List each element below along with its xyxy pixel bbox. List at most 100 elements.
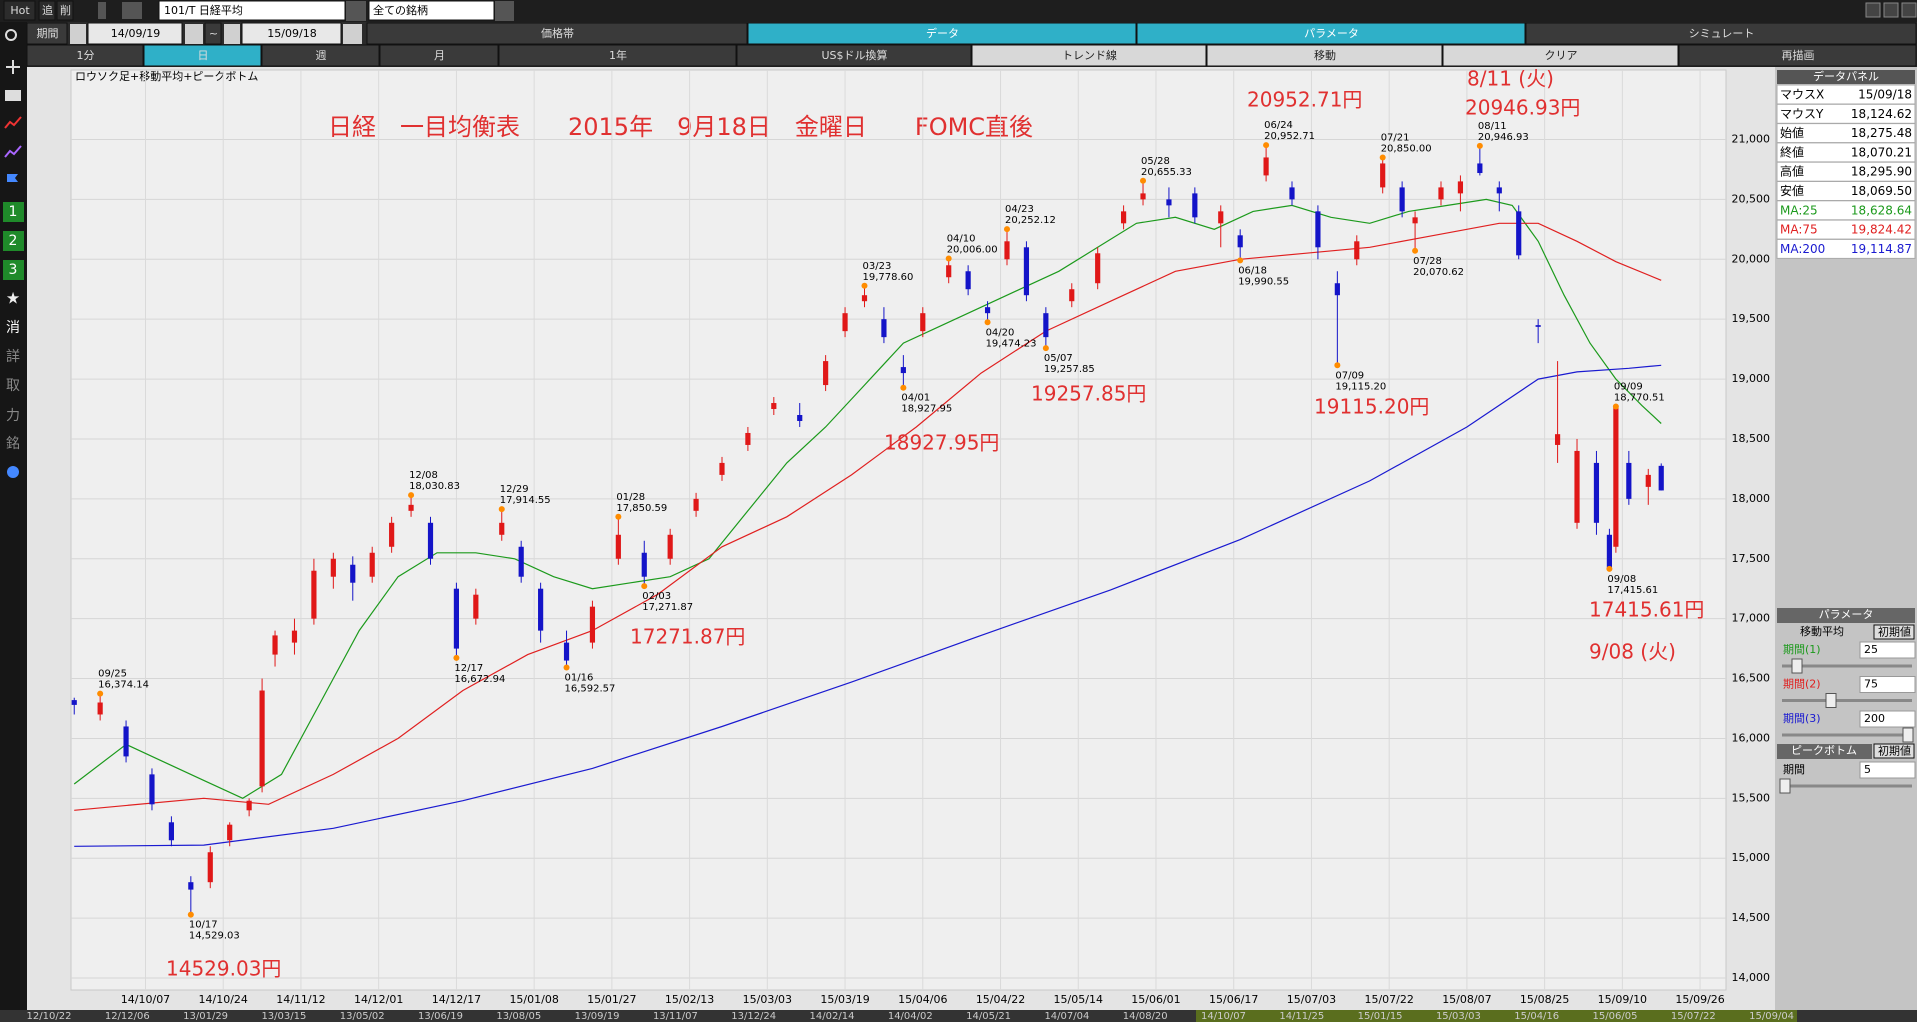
toolbar-button[interactable]: [971, 44, 1207, 67]
x-tick-label: 14/12/01: [354, 993, 403, 1006]
range-sep[interactable]: [204, 22, 222, 45]
period-input[interactable]: [1859, 710, 1916, 728]
close-button[interactable]: [1901, 2, 1917, 18]
toolbar-button[interactable]: [143, 44, 262, 67]
tab[interactable]: [366, 22, 748, 45]
candle-body: [1606, 534, 1612, 568]
toolbar-button-label: クリア: [1545, 49, 1578, 62]
chart-icon[interactable]: [4, 116, 22, 129]
nav-button[interactable]: [98, 2, 106, 19]
minimize-button[interactable]: [1865, 2, 1881, 18]
strip-date: 14/02/14: [810, 1011, 855, 1022]
tab-label: 価格帯: [541, 26, 574, 40]
side-button-label: 力: [6, 408, 20, 424]
toolbar-button[interactable]: [736, 44, 972, 67]
peak-date: 05/07: [1044, 353, 1073, 364]
peak-date: 04/01: [901, 393, 930, 404]
y-tick-label: 18,000: [1732, 492, 1771, 505]
side-button[interactable]: [3, 202, 24, 222]
toolbar-button[interactable]: [3, 0, 36, 21]
strip-date: 15/09/04: [1749, 1011, 1794, 1022]
date-to[interactable]: [241, 22, 342, 45]
candle-body: [881, 319, 887, 338]
slider-thumb[interactable]: [1779, 778, 1791, 794]
nav-button[interactable]: [224, 24, 240, 44]
strip-date: 13/09/19: [575, 1011, 620, 1022]
candle-body: [946, 265, 952, 278]
candle-body: [1516, 211, 1522, 256]
peak-value: 20,006.00: [947, 245, 998, 256]
candle-body: [1438, 187, 1444, 200]
peak-date: 03/23: [862, 261, 891, 272]
candle-body: [369, 552, 375, 577]
symbol-select[interactable]: [158, 0, 346, 21]
nav-button[interactable]: [343, 24, 362, 44]
settings-icon[interactable]: [7, 466, 19, 478]
dropdown-button[interactable]: [346, 1, 366, 21]
side-button[interactable]: [3, 260, 24, 280]
reset-button[interactable]: [1873, 624, 1915, 640]
toolbar-button[interactable]: [261, 44, 380, 67]
search-icon[interactable]: [5, 29, 17, 41]
side-button[interactable]: [3, 231, 24, 251]
candle-body: [615, 534, 621, 559]
peak-date: 09/08: [1607, 574, 1636, 585]
peak-title: ピークボトム: [1791, 744, 1857, 757]
dropdown-button[interactable]: [495, 1, 514, 21]
peak-marker: [1237, 257, 1244, 264]
flag-icon[interactable]: [7, 174, 18, 190]
toolbar-button[interactable]: [38, 0, 56, 21]
peak-value: 20,252.12: [1005, 215, 1056, 226]
peak-value: 20,655.33: [1141, 167, 1192, 178]
nav-button[interactable]: [122, 2, 142, 19]
peak-marker: [984, 319, 991, 326]
nav-button[interactable]: [185, 24, 203, 44]
period-input[interactable]: [1859, 641, 1916, 659]
annotation: 17271.87円: [630, 625, 745, 649]
candle-body: [499, 522, 505, 535]
candle-body: [227, 824, 233, 841]
add-icon[interactable]: [6, 60, 20, 74]
slider-thumb[interactable]: [1825, 693, 1837, 708]
toolbar-button[interactable]: [1442, 44, 1679, 67]
camera-icon[interactable]: [5, 90, 21, 101]
x-tick-label: 15/07/22: [1364, 993, 1413, 1006]
star-icon[interactable]: ★: [6, 289, 20, 308]
tab[interactable]: [747, 22, 1137, 45]
period-input[interactable]: [1859, 676, 1916, 693]
tab[interactable]: [1136, 22, 1526, 45]
annotation: 20952.71円: [1247, 88, 1362, 112]
toolbar-button[interactable]: [498, 44, 737, 67]
candle-body: [920, 313, 926, 332]
peak-value: 20,946.93: [1478, 132, 1529, 143]
universe-select[interactable]: [368, 0, 495, 21]
slider-thumb[interactable]: [1902, 727, 1914, 743]
toolbar-button[interactable]: [1206, 44, 1443, 67]
period-input[interactable]: [1859, 761, 1916, 779]
maximize-button[interactable]: [1883, 2, 1899, 18]
peak-marker: [1476, 142, 1483, 149]
strip-date: 13/05/02: [340, 1011, 385, 1022]
toolbar-button[interactable]: [1678, 44, 1917, 67]
side-button-label: 1: [9, 204, 18, 220]
reset-button[interactable]: [1873, 743, 1915, 759]
strip-date: 14/11/25: [1279, 1011, 1324, 1022]
side-button-label: 銘: [6, 436, 20, 452]
reset-button-label: 初期値: [1878, 744, 1911, 758]
period-label[interactable]: [26, 22, 68, 45]
toolbar-button[interactable]: [56, 0, 74, 21]
tab[interactable]: [1525, 22, 1917, 45]
tab-label: パラメータ: [1304, 27, 1359, 40]
slider-thumb[interactable]: [1791, 658, 1803, 674]
candle-body: [149, 774, 155, 805]
toolbar-button[interactable]: [379, 44, 499, 67]
strip-date: 15/04/16: [1514, 1011, 1559, 1022]
strip-date: 14/07/04: [1044, 1011, 1089, 1022]
candle-body: [1263, 157, 1269, 176]
peak-value: 19,115.20: [1335, 381, 1386, 392]
date-from[interactable]: [87, 22, 183, 45]
chart-icon[interactable]: [4, 145, 22, 158]
toolbar-button-label: 日: [198, 49, 209, 62]
nav-button[interactable]: [70, 24, 86, 44]
toolbar-button[interactable]: [26, 44, 144, 67]
